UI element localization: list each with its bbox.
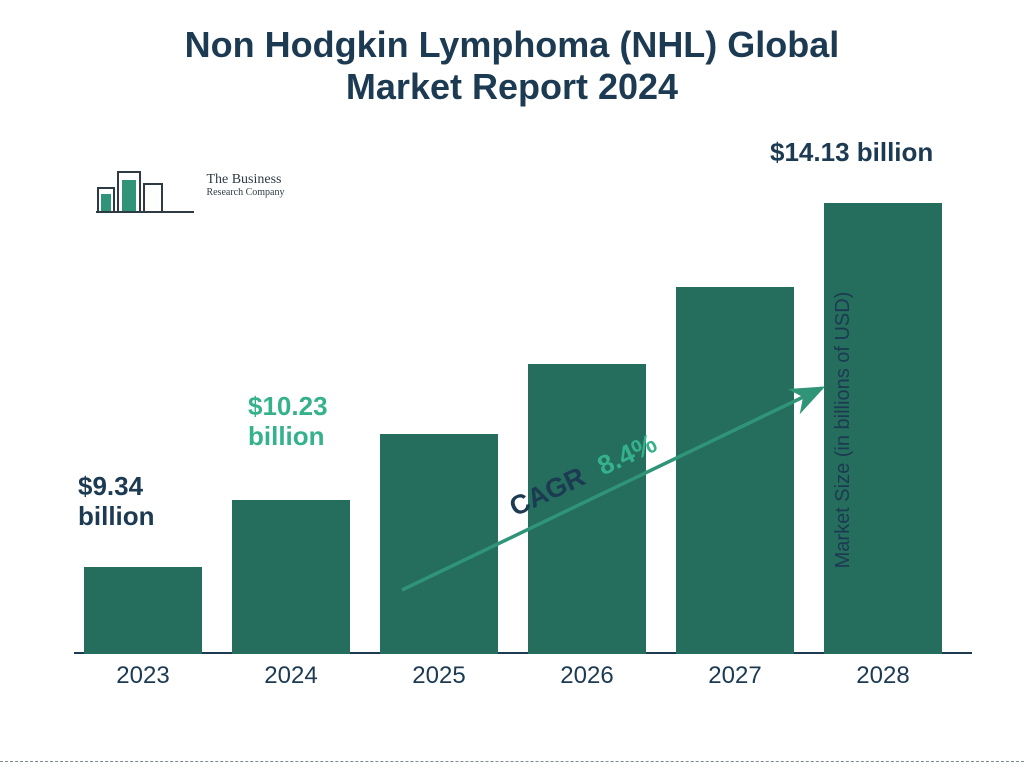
chart-container: Non Hodgkin Lymphoma (NHL) Global Market… xyxy=(0,0,1024,768)
chart-title: Non Hodgkin Lymphoma (NHL) Global Market… xyxy=(0,24,1024,109)
xlabel-2025: 2025 xyxy=(380,662,498,690)
bar-2023 xyxy=(84,567,202,654)
bar-chart: 2023 2024 2025 2026 2027 2028 CAGR 8.4% … xyxy=(74,170,944,690)
value-label-2024: $10.23 billion xyxy=(248,392,328,452)
bar-2025 xyxy=(380,434,498,654)
bar-2024 xyxy=(232,500,350,654)
xlabel-2024: 2024 xyxy=(232,662,350,690)
value-label-2023-l1: $9.34 xyxy=(78,472,155,502)
bars-group: 2023 2024 2025 2026 2027 2028 xyxy=(74,170,944,654)
y-axis-label: Market Size (in billions of USD) xyxy=(832,292,855,569)
value-label-2023-l2: billion xyxy=(78,502,155,532)
value-label-2024-l1: $10.23 xyxy=(248,392,328,422)
xlabel-2023: 2023 xyxy=(84,662,202,690)
value-label-2028: $14.13 billion xyxy=(770,138,933,168)
xlabel-2026: 2026 xyxy=(528,662,646,690)
bottom-dashed-line xyxy=(0,761,1024,762)
title-line2: Market Report 2024 xyxy=(0,66,1024,108)
title-line1: Non Hodgkin Lymphoma (NHL) Global xyxy=(0,24,1024,66)
value-label-2023: $9.34 billion xyxy=(78,472,155,532)
xlabel-2027: 2027 xyxy=(676,662,794,690)
bar-2027 xyxy=(676,287,794,654)
xlabel-2028: 2028 xyxy=(824,662,942,690)
value-label-2028-l1: $14.13 billion xyxy=(770,138,933,168)
value-label-2024-l2: billion xyxy=(248,422,328,452)
